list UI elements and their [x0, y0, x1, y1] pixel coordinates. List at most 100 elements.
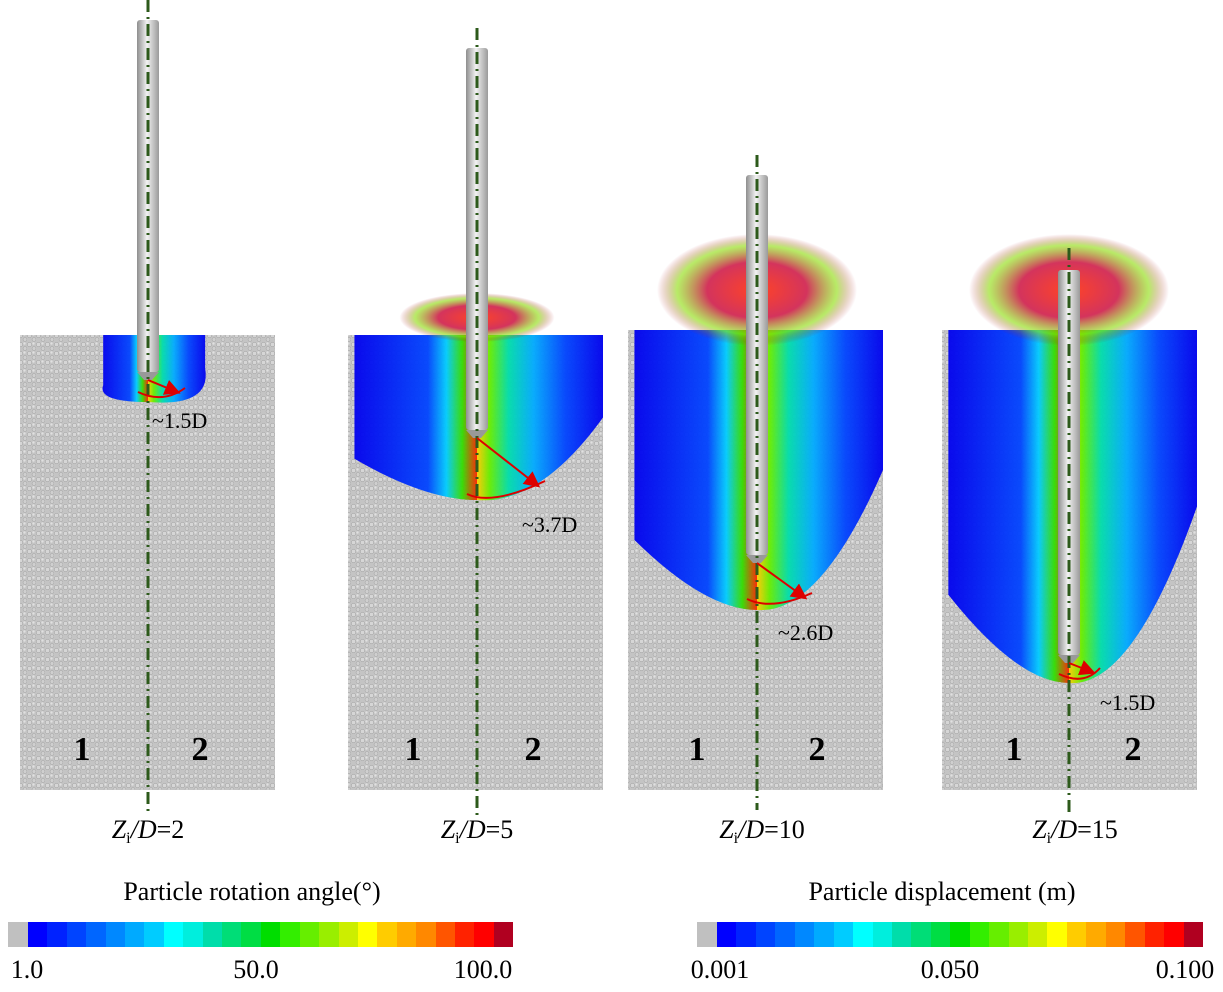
color-swatch [969, 922, 990, 947]
influence-arc [746, 592, 813, 605]
rotation-zone [354, 335, 477, 500]
color-swatch [338, 922, 358, 947]
caption-sub: i [733, 830, 739, 847]
pile [466, 48, 488, 430]
color-swatch [377, 922, 397, 947]
caption-d: /D [738, 815, 765, 844]
displacement-tick-min: 0.001 [690, 955, 750, 984]
displacement-colorbar-title: Particle displacement (m) [808, 877, 1076, 906]
caption-value: =10 [764, 815, 805, 844]
color-swatch [736, 922, 756, 947]
caption-d: /D [459, 815, 486, 844]
zone-label-rotation: 1 [689, 731, 706, 768]
influence-radius-arrow [476, 437, 541, 488]
displacement-colorbar [697, 922, 1203, 947]
zone-label-rotation: 1 [74, 731, 91, 768]
caption-sub: i [455, 830, 460, 847]
color-swatch [833, 922, 854, 947]
color-swatch [474, 922, 494, 947]
panel-1: ~1.5D 1 2 [20, 0, 275, 812]
influence-arc [137, 387, 186, 399]
caption-value: =15 [1077, 815, 1118, 844]
caption-z: Z [111, 815, 127, 844]
color-swatch [241, 922, 261, 947]
pile-tip [746, 555, 768, 563]
color-swatch [163, 922, 184, 947]
color-swatch [144, 922, 164, 947]
caption-z: Z [1032, 815, 1047, 844]
color-swatch [794, 922, 815, 947]
color-swatch [755, 922, 776, 947]
rotation-zone [948, 330, 1069, 683]
pile-tip [137, 372, 159, 380]
color-swatch [989, 922, 1009, 947]
rotation-colorbar [8, 922, 514, 947]
influence-depth-label: ~1.5D [1100, 690, 1155, 715]
rotation-colorbar-title: Particle rotation angle(°) [123, 877, 381, 906]
caption-sub: i [1046, 830, 1052, 847]
color-swatch [493, 922, 514, 947]
color-swatch [357, 922, 378, 947]
rotation-tick-min: 1.0 [10, 955, 44, 984]
caption-d: /D [1051, 815, 1078, 844]
influence-depth-label: ~3.7D [522, 512, 577, 537]
color-swatch [1066, 922, 1087, 947]
displacement-zone [1069, 330, 1197, 684]
color-swatch [28, 922, 48, 947]
rotation-zone [634, 330, 757, 610]
rotation-tick-max: 100.0 [453, 955, 513, 984]
below-min-swatch [8, 922, 28, 947]
color-swatch [47, 922, 67, 947]
caption-sub: i [126, 830, 131, 847]
pile-tip [466, 430, 488, 438]
color-swatch [416, 922, 436, 947]
influence-radius-arrow [147, 379, 181, 395]
color-swatch [1164, 922, 1184, 947]
caption-z: Z [719, 815, 734, 844]
color-swatch [930, 922, 951, 947]
influence-arc [466, 480, 546, 499]
displacement-tick-mid: 0.050 [920, 955, 980, 984]
influence-radius-arrow [1068, 660, 1096, 676]
caption-value: =5 [485, 815, 514, 844]
panel-2: ~3.7D 1 2 [348, 28, 603, 815]
color-swatch [1047, 922, 1067, 947]
caption-panel-1: Zi/D=2 [112, 815, 185, 848]
color-swatch [280, 922, 300, 947]
color-swatch [125, 922, 145, 947]
color-swatch [1028, 922, 1048, 947]
color-swatch [1008, 922, 1028, 947]
color-swatch [260, 922, 281, 947]
color-swatch [950, 922, 970, 947]
pile [1058, 270, 1080, 655]
influence-depth-label: ~1.5D [152, 408, 207, 433]
influence-depth-label: ~2.6D [778, 620, 833, 645]
color-swatch [202, 922, 223, 947]
color-swatch [454, 922, 475, 947]
color-swatch [105, 922, 126, 947]
color-swatch [86, 922, 106, 947]
rotation-zone [102, 335, 148, 402]
displacement-zone [477, 335, 603, 501]
zone-label-displacement: 2 [1125, 731, 1142, 768]
color-swatch [396, 922, 417, 947]
zone-label-rotation: 1 [405, 731, 422, 768]
color-swatch [1183, 922, 1203, 947]
zone-label-displacement: 2 [192, 731, 209, 768]
zone-label-displacement: 2 [809, 731, 826, 768]
color-swatch [717, 922, 737, 947]
panel-4: ~1.5D 1 2 [942, 234, 1197, 815]
caption-panel-4: Zi/D=15 [1032, 815, 1118, 848]
color-swatch [66, 922, 87, 947]
color-swatch [1105, 922, 1126, 947]
color-swatch [911, 922, 931, 947]
rotation-tick-mid: 50.0 [233, 955, 279, 984]
color-swatch [1125, 922, 1145, 947]
caption-z: Z [440, 815, 456, 844]
zone-label-rotation: 1 [1006, 731, 1023, 768]
below-min-swatch [697, 922, 717, 947]
caption-panel-2: Zi/D=5 [441, 815, 514, 848]
displacement-tick-max: 0.100 [1155, 955, 1215, 984]
color-swatch [299, 922, 320, 947]
